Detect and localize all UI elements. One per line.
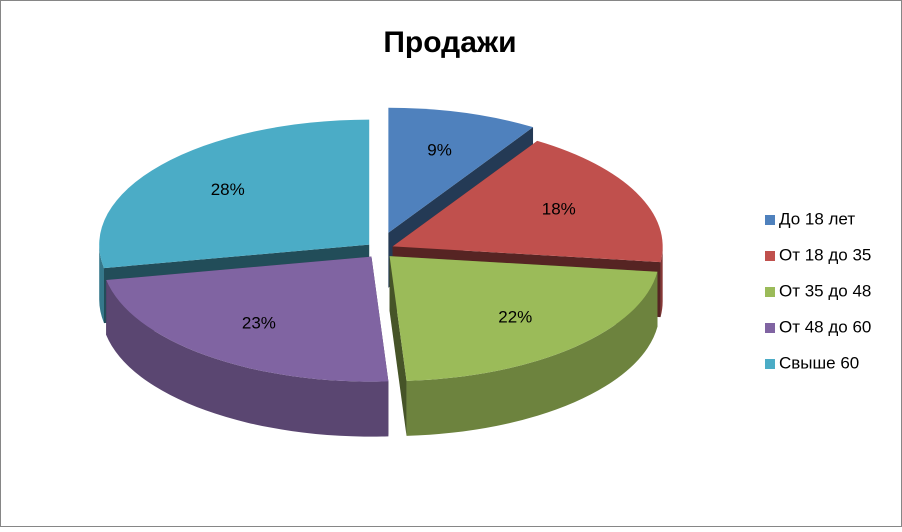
slice-wall <box>406 271 658 436</box>
pie: 9% 28% 18% 22% 23% <box>99 107 663 437</box>
legend-label: От 18 до 35 <box>779 245 871 264</box>
legend-label: До 18 лет <box>779 209 855 228</box>
slice-wall <box>660 246 663 318</box>
slice <box>106 256 389 382</box>
slice-side <box>389 256 407 436</box>
slice <box>389 256 658 381</box>
data-label: 18% <box>542 200 576 219</box>
slice <box>99 119 370 269</box>
slice <box>392 140 663 263</box>
legend-label: Свыше 60 <box>779 353 859 372</box>
slice-wall <box>99 244 104 324</box>
legend-swatch <box>765 359 775 369</box>
legend-swatch <box>765 287 775 297</box>
legend-label: От 48 до 60 <box>779 317 871 336</box>
chart-title: Продажи <box>383 26 516 59</box>
legend-label: От 35 до 48 <box>779 281 871 300</box>
legend-swatch <box>765 215 775 225</box>
legend-swatch <box>765 323 775 333</box>
slice <box>388 107 534 233</box>
data-label: 22% <box>498 308 532 327</box>
legend: До 18 лет От 18 до 35 От 35 до 48 От 48 до … <box>765 209 871 372</box>
slice-wall <box>106 280 389 437</box>
data-label: 23% <box>242 313 276 332</box>
legend-swatch <box>765 251 775 261</box>
data-label: 9% <box>427 141 452 160</box>
data-label: 28% <box>211 180 245 199</box>
